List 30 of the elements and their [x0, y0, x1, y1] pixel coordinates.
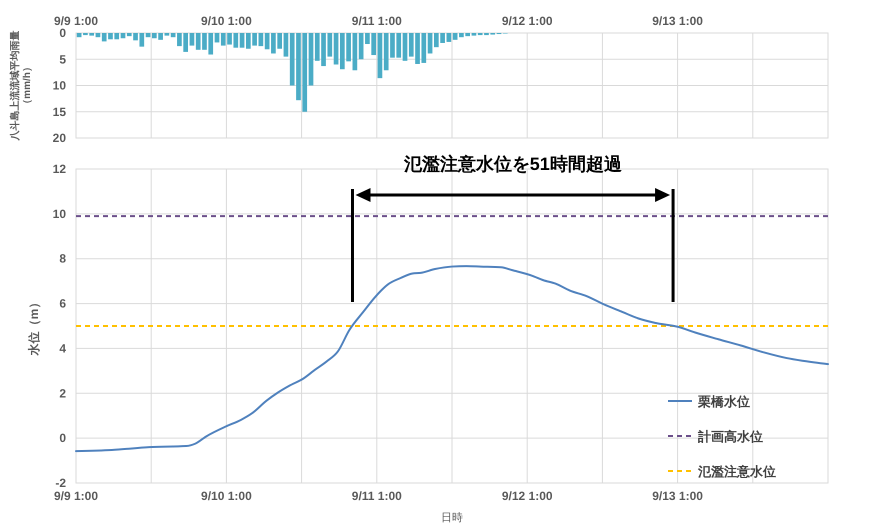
y-tick-label: 6	[59, 296, 66, 311]
x-axis-title: 日時	[441, 511, 463, 524]
x-tick-label: 9/12 1:00	[502, 14, 553, 28]
x-tick-label: 9/13 1:00	[652, 489, 704, 503]
y-tick-label: 2	[59, 386, 66, 400]
y-tick-label: 15	[52, 104, 66, 119]
y-tick-label: 5	[59, 52, 66, 66]
x-tick-label: 9/11 1:00	[352, 14, 402, 28]
y-tick-label: 8	[59, 252, 66, 266]
x-tick-label: 9/10 1:00	[201, 14, 252, 28]
legend-label: 氾濫注意水位	[697, 464, 776, 479]
y-tick-label: 0	[59, 26, 66, 40]
legend-label: 計画高水位	[697, 429, 763, 444]
x-tick-label: 9/9 1:00	[54, 489, 98, 503]
y-tick-label: 0	[59, 431, 66, 446]
annotation: 氾濫注意水位を51時間超過	[402, 154, 622, 174]
y-tick-label: 10	[52, 78, 66, 92]
x-tick-label: 9/11 1:00	[352, 489, 402, 503]
y-tick-label: 4	[59, 341, 66, 356]
y-tick-label: 12	[52, 162, 66, 176]
y-tick-label: 20	[52, 131, 66, 145]
legend-label: 栗橋水位	[697, 394, 750, 409]
y-tick-label: 10	[52, 206, 66, 221]
x-tick-label: 9/10 1:00	[201, 489, 252, 503]
y-tick-label: -2	[55, 476, 66, 490]
x-tick-label: 9/12 1:00	[502, 489, 553, 503]
x-tick-label: 9/13 1:00	[652, 14, 704, 28]
y-axis-title: 八斗島上流流域平均雨量（mm/h）	[9, 30, 33, 142]
x-tick-label: 9/9 1:00	[54, 14, 98, 28]
y-axis-title: 水位（m）	[27, 296, 41, 356]
